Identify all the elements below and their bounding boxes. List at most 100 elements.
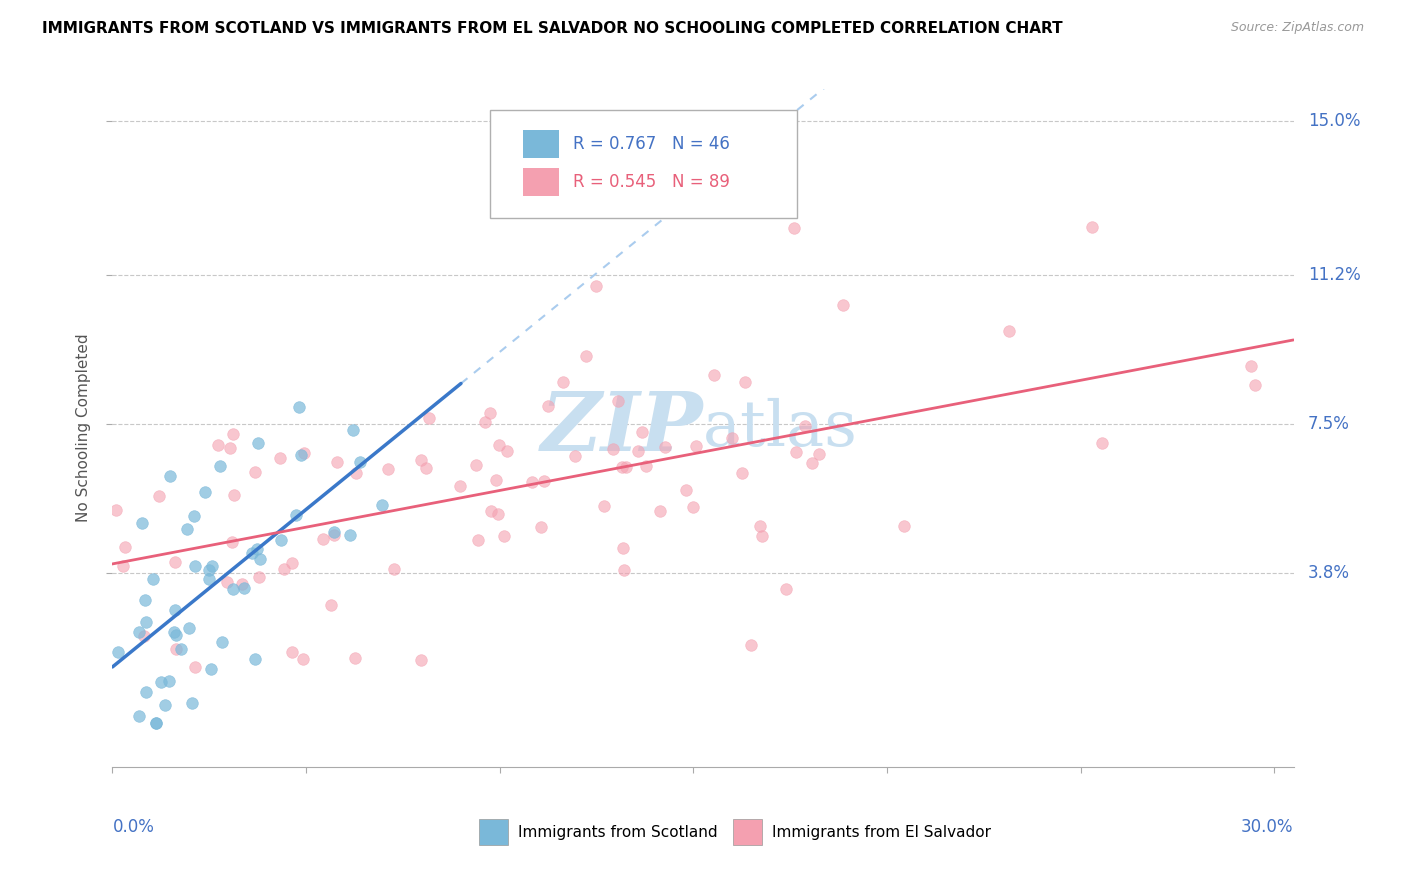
- Point: [176, 522, 198, 536]
- Point: [198, 572, 221, 586]
- Point: [270, 533, 292, 547]
- Point: [685, 439, 707, 453]
- Point: [474, 415, 496, 429]
- Point: [734, 376, 756, 390]
- Point: [551, 375, 574, 389]
- Point: [177, 621, 200, 635]
- Point: [537, 399, 560, 413]
- Point: [131, 516, 153, 530]
- Point: [163, 603, 186, 617]
- Point: [409, 652, 432, 666]
- Point: [893, 518, 915, 533]
- Point: [486, 507, 509, 521]
- Point: [564, 449, 586, 463]
- Text: atlas: atlas: [703, 398, 858, 458]
- Point: [592, 499, 614, 513]
- Point: [377, 462, 399, 476]
- Point: [269, 451, 291, 466]
- Point: [449, 479, 471, 493]
- Point: [648, 503, 671, 517]
- Point: [183, 559, 205, 574]
- Point: [1243, 377, 1265, 392]
- Point: [290, 448, 312, 462]
- Point: [285, 508, 308, 523]
- Point: [145, 715, 167, 730]
- Point: [145, 715, 167, 730]
- Point: [740, 638, 762, 652]
- FancyBboxPatch shape: [733, 820, 762, 845]
- Point: [631, 425, 654, 439]
- Point: [183, 508, 205, 523]
- Point: [488, 438, 510, 452]
- Text: Source: ZipAtlas.com: Source: ZipAtlas.com: [1230, 21, 1364, 35]
- Text: 30.0%: 30.0%: [1241, 818, 1294, 836]
- Point: [132, 629, 155, 643]
- Point: [291, 652, 314, 666]
- Point: [831, 298, 853, 312]
- Point: [418, 411, 440, 425]
- Text: R = 0.767   N = 46: R = 0.767 N = 46: [574, 135, 730, 153]
- Point: [165, 555, 187, 569]
- Point: [292, 446, 315, 460]
- Point: [215, 575, 238, 590]
- Point: [478, 406, 501, 420]
- Point: [201, 558, 224, 573]
- FancyBboxPatch shape: [523, 168, 560, 196]
- Point: [221, 534, 243, 549]
- Point: [128, 709, 150, 723]
- Point: [322, 527, 344, 541]
- Point: [496, 444, 519, 458]
- Point: [246, 435, 269, 450]
- Point: [614, 459, 637, 474]
- Point: [382, 562, 405, 576]
- Point: [240, 545, 263, 559]
- Point: [165, 642, 187, 657]
- Text: 3.8%: 3.8%: [1308, 565, 1350, 582]
- Y-axis label: No Schooling Completed: No Schooling Completed: [76, 334, 91, 523]
- Text: Immigrants from El Salvador: Immigrants from El Salvador: [772, 825, 990, 840]
- Point: [243, 465, 266, 479]
- Text: ZIP: ZIP: [540, 388, 703, 468]
- Point: [409, 453, 432, 467]
- Text: Immigrants from Scotland: Immigrants from Scotland: [517, 825, 717, 840]
- Text: 15.0%: 15.0%: [1308, 112, 1360, 130]
- Text: IMMIGRANTS FROM SCOTLAND VS IMMIGRANTS FROM EL SALVADOR NO SCHOOLING COMPLETED C: IMMIGRANTS FROM SCOTLAND VS IMMIGRANTS F…: [42, 21, 1063, 37]
- Point: [321, 598, 343, 612]
- Point: [800, 456, 823, 470]
- Point: [159, 469, 181, 483]
- Point: [184, 660, 207, 674]
- Point: [243, 652, 266, 666]
- Point: [135, 685, 157, 699]
- Point: [612, 541, 634, 556]
- Point: [128, 625, 150, 640]
- Point: [249, 552, 271, 566]
- Point: [782, 220, 804, 235]
- Text: 11.2%: 11.2%: [1308, 266, 1361, 284]
- Point: [602, 442, 624, 456]
- Point: [1091, 436, 1114, 450]
- Point: [312, 532, 335, 546]
- Point: [157, 674, 180, 689]
- Point: [245, 542, 267, 557]
- Point: [148, 489, 170, 503]
- Point: [585, 279, 607, 293]
- Text: 0.0%: 0.0%: [112, 818, 155, 836]
- Point: [163, 624, 186, 639]
- Point: [165, 628, 187, 642]
- Point: [1240, 359, 1263, 373]
- Point: [219, 441, 242, 455]
- Point: [134, 593, 156, 607]
- Text: R = 0.545   N = 89: R = 0.545 N = 89: [574, 173, 730, 191]
- Point: [612, 460, 634, 475]
- Point: [180, 696, 202, 710]
- FancyBboxPatch shape: [478, 820, 508, 845]
- Point: [998, 324, 1021, 338]
- Text: 7.5%: 7.5%: [1308, 415, 1350, 434]
- Point: [530, 520, 553, 534]
- Point: [208, 458, 231, 473]
- Point: [613, 563, 636, 577]
- Point: [339, 528, 361, 542]
- Point: [247, 570, 270, 584]
- Point: [731, 467, 754, 481]
- Point: [111, 559, 134, 574]
